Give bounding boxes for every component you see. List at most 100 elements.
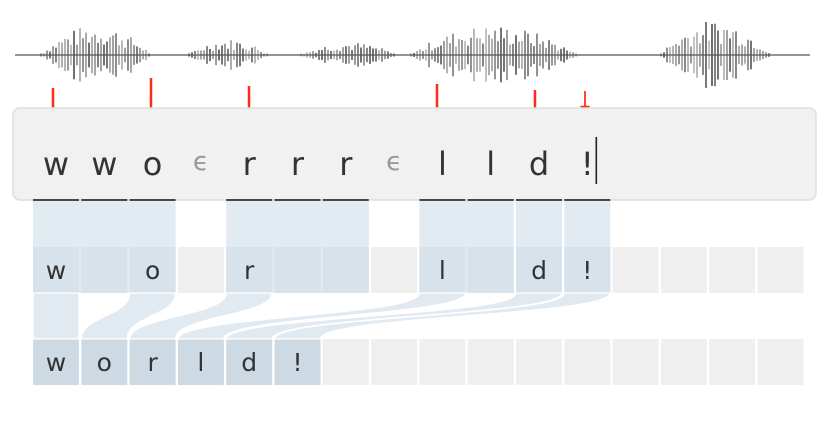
collapsed-char: d xyxy=(531,256,547,285)
output-char: d xyxy=(241,348,257,377)
alignment-bands xyxy=(32,201,612,340)
waveform-bar xyxy=(363,44,365,66)
waveform-bar xyxy=(750,40,752,70)
output-cell xyxy=(322,339,369,385)
alignment-band xyxy=(128,292,273,340)
waveform-bar xyxy=(384,50,386,60)
waveform-bar xyxy=(717,30,719,80)
waveform-bar xyxy=(130,37,132,73)
waveform-bar xyxy=(684,37,686,73)
waveform-bar xyxy=(82,38,84,72)
waveform-bar xyxy=(49,51,51,59)
waveform-bar xyxy=(699,43,701,67)
waveform-bar xyxy=(85,32,87,78)
waveform-bar xyxy=(536,33,538,77)
waveform-bar xyxy=(91,36,93,74)
waveform-bar xyxy=(239,43,241,67)
waveform-bar xyxy=(672,45,674,65)
waveform-bar xyxy=(572,52,574,58)
waveform-bar xyxy=(669,47,671,63)
waveform-bar xyxy=(366,47,368,63)
waveform-bar xyxy=(218,49,220,61)
input-char: d xyxy=(529,145,549,183)
waveform-bar xyxy=(221,45,223,65)
output-cell xyxy=(226,339,273,385)
waveform-bar xyxy=(348,46,350,64)
waveform-bar xyxy=(476,38,478,72)
waveform-bar xyxy=(206,46,208,64)
waveform-bar xyxy=(443,40,445,70)
waveform-bar xyxy=(127,39,129,71)
input-box xyxy=(12,107,817,201)
waveform-bar xyxy=(372,48,374,62)
waveform-bar xyxy=(312,51,314,59)
waveform-bar xyxy=(375,48,377,62)
output-cell xyxy=(81,339,128,385)
waveform-bar xyxy=(148,53,150,57)
waveform-bar xyxy=(708,40,710,70)
alignment-band xyxy=(33,201,176,293)
waveform-bar xyxy=(566,50,568,60)
waveform-bar xyxy=(266,53,268,57)
input-char: w xyxy=(43,145,69,183)
waveform-bar xyxy=(467,45,469,65)
waveform-bar xyxy=(52,46,54,64)
waveform-bar xyxy=(569,51,571,59)
waveform-bar xyxy=(324,47,326,63)
waveform-bar xyxy=(738,46,740,64)
waveform-bar xyxy=(94,34,96,76)
waveform-bar xyxy=(212,50,214,60)
waveform-bar xyxy=(726,30,728,80)
waveform-bar xyxy=(524,30,526,80)
waveform-bar xyxy=(254,46,256,64)
waveform-bar xyxy=(530,43,532,67)
waveform-bar xyxy=(257,49,259,61)
waveform-bar xyxy=(464,40,466,70)
waveform-bar xyxy=(354,45,356,65)
alignment-band xyxy=(32,292,80,340)
waveform-bar xyxy=(410,53,412,57)
waveform-bar xyxy=(747,39,749,71)
waveform-bar xyxy=(191,52,193,58)
waveform-bar xyxy=(494,30,496,80)
waveform-bar xyxy=(381,48,383,62)
collapsed-cell xyxy=(177,247,224,293)
output-cell xyxy=(467,339,514,385)
waveform-bar xyxy=(318,49,320,61)
waveform-bar xyxy=(73,30,75,80)
output-cell xyxy=(757,339,804,385)
waveform-bar xyxy=(500,27,502,83)
waveform-bar xyxy=(422,50,424,60)
input-blank-token: ϵ xyxy=(386,147,402,177)
output-cell xyxy=(709,339,756,385)
waveform-bar xyxy=(215,44,217,66)
waveform-bar xyxy=(693,36,695,74)
waveform-bar xyxy=(660,53,662,57)
waveform-bar xyxy=(560,48,562,62)
waveform-bar xyxy=(106,41,108,69)
waveform-bar xyxy=(539,43,541,67)
waveform-bar xyxy=(124,47,126,63)
collapsed-cell xyxy=(757,247,804,293)
waveform-bar xyxy=(518,41,520,69)
collapsed-cell xyxy=(371,247,418,293)
output-cell xyxy=(129,339,176,385)
waveform-bar xyxy=(720,44,722,66)
waveform-bar xyxy=(321,50,323,60)
collapsed-cell xyxy=(660,247,707,293)
waveform-bar xyxy=(765,52,767,58)
waveform-bar xyxy=(666,47,668,63)
waveform-bar xyxy=(533,45,535,65)
input-frame-labels: w w o ϵ r r r ϵ l l d! xyxy=(33,137,611,201)
output-cell xyxy=(177,339,224,385)
waveform-bar xyxy=(342,47,344,63)
waveform-bar xyxy=(563,47,565,63)
waveform-bar xyxy=(521,41,523,69)
input-char: r xyxy=(339,145,353,183)
audio-waveform xyxy=(15,22,810,88)
waveform-bar xyxy=(735,31,737,79)
waveform-bar xyxy=(428,42,430,68)
waveform-bar xyxy=(554,44,556,66)
output-char: l xyxy=(197,348,204,377)
waveform-bar xyxy=(548,40,550,70)
